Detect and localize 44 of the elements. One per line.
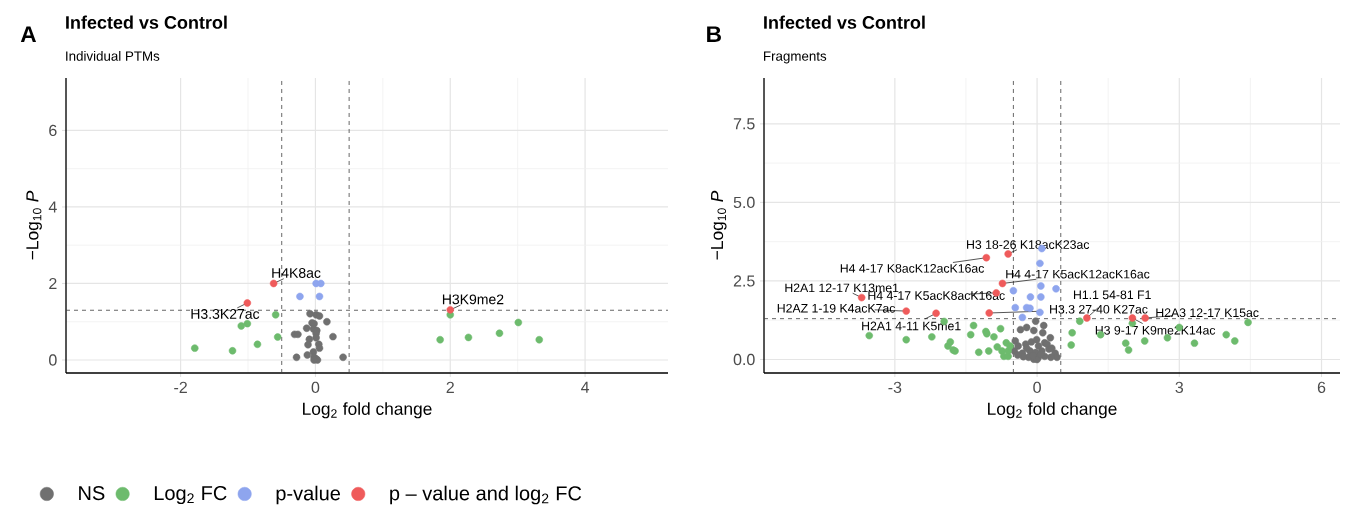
y-tick-label: 7.5 (733, 118, 755, 130)
y-tick-label: 2.5 (733, 275, 755, 287)
y-tick-label: 5.0 (733, 196, 755, 209)
legend-label: p-value (276, 485, 341, 505)
x-tick-label: 3 (1175, 381, 1184, 394)
chart-subtitle: Individual PTMs (66, 51, 160, 61)
y-tick-label: 0.0 (733, 353, 755, 366)
annotation: H1.1 54-81 F1 (1073, 290, 1151, 300)
x-axis-title: Log$_{2}$ fold change (988, 402, 1117, 419)
chart-title: Infected vs Control (66, 15, 227, 29)
y-axis-title: −Log$_{10}$ P (26, 190, 42, 260)
annotation: H2AZ 1-19 K4acK7ac (777, 303, 896, 313)
x-tick-label: 2 (446, 381, 454, 393)
annotation: H3 18-26 K18acK23ac (967, 240, 1090, 249)
x-tick-label: 6 (1317, 381, 1326, 394)
annotation: H2A3 12-17 K15ac (1156, 308, 1259, 318)
y-tick-label: 0 (49, 354, 57, 366)
y-tick-label: 6 (49, 124, 57, 137)
annotation: H4 4-17 K8acK12acK16ac (840, 264, 985, 273)
x-tick-label: -3 (888, 381, 902, 394)
x-tick-label: 0 (311, 381, 320, 394)
y-axis-title: −Log$_{10}$ P (711, 190, 727, 260)
annotation: H4 4-17 K5acK8acK16ac (868, 291, 1005, 300)
annotation: H2A1 4-11 K5me1 (862, 321, 961, 331)
annotation: H2A1 12-17 K13me1 (785, 283, 899, 293)
text: A (20, 26, 37, 42)
chart-subtitle: Fragments (764, 51, 827, 64)
legend-label: Log$_{2}$ FC (154, 485, 227, 505)
y-tick-label: 2 (49, 277, 57, 290)
chart-title: Infected vs Control (764, 15, 925, 29)
x-tick-label: -2 (174, 381, 187, 393)
annotation: H3K9me2 (442, 294, 504, 305)
annotation: H3.3 27-40 K27ac (1050, 304, 1148, 314)
annotation: H3.3K27ac (191, 308, 260, 319)
x-tick-label: 4 (581, 381, 590, 393)
x-axis-title: Log$_{2}$ fold change (303, 402, 432, 419)
text: B (707, 26, 721, 42)
annotation: H4 4-17 K5acK12acK16ac (1006, 269, 1150, 279)
annotation: H4K8ac (272, 267, 321, 278)
y-tick-label: 4 (48, 201, 57, 213)
x-tick-label: 0 (1033, 381, 1041, 394)
legend-label: NS (79, 485, 105, 501)
legend-label: p – value and log$_{2}$ FC (390, 485, 582, 505)
annotation: H3 9-17 K9me2K14ac (1095, 325, 1216, 335)
